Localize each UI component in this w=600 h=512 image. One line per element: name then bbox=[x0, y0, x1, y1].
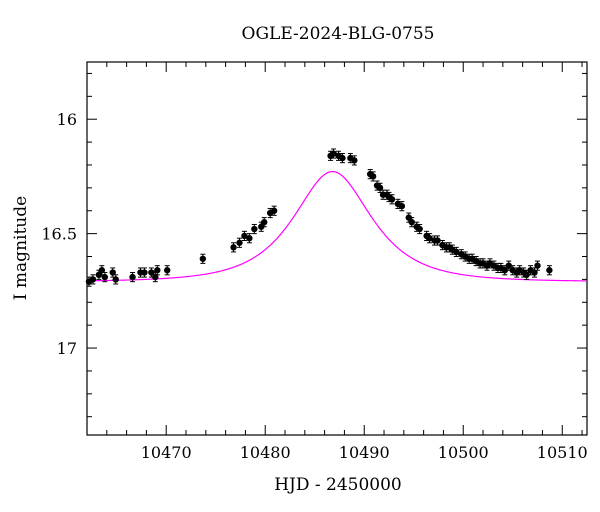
data-point bbox=[523, 271, 530, 279]
data-point bbox=[98, 267, 106, 274]
plot-frame bbox=[86, 61, 588, 436]
data-points-group bbox=[85, 148, 553, 287]
data-point bbox=[534, 262, 541, 269]
data-point bbox=[258, 223, 265, 230]
data-point bbox=[330, 150, 337, 157]
y-tick-label: 16.5 bbox=[41, 225, 77, 244]
x-axis-label: HJD - 2450000 bbox=[274, 475, 402, 495]
data-point bbox=[369, 173, 377, 180]
data-point bbox=[426, 235, 433, 242]
data-point bbox=[236, 239, 243, 246]
x-tick-label: 10510 bbox=[537, 443, 588, 462]
data-point bbox=[405, 214, 412, 221]
data-point bbox=[351, 157, 358, 164]
model-curve bbox=[86, 170, 587, 282]
data-point bbox=[398, 202, 406, 210]
y-tick-label: 17 bbox=[57, 339, 77, 358]
data-point bbox=[453, 248, 460, 256]
data-point bbox=[112, 276, 119, 283]
data-point bbox=[270, 207, 278, 214]
data-point bbox=[230, 244, 237, 251]
tick-marks bbox=[86, 62, 587, 435]
data-point bbox=[531, 269, 538, 276]
data-point bbox=[199, 255, 207, 262]
data-point bbox=[241, 232, 248, 240]
data-point bbox=[261, 218, 268, 226]
model-curve-group bbox=[86, 170, 587, 282]
data-point bbox=[408, 218, 415, 226]
data-point bbox=[109, 269, 116, 276]
data-point bbox=[163, 267, 171, 274]
data-point bbox=[246, 235, 253, 242]
data-point bbox=[251, 225, 258, 233]
data-point bbox=[89, 276, 97, 283]
x-tick-label: 10500 bbox=[438, 443, 489, 462]
x-tick-label: 10470 bbox=[141, 443, 192, 462]
data-point bbox=[148, 269, 155, 276]
data-point bbox=[505, 262, 512, 269]
data-point bbox=[152, 273, 159, 281]
data-point bbox=[141, 269, 148, 276]
data-point bbox=[376, 184, 384, 192]
data-point bbox=[416, 225, 423, 233]
data-point bbox=[129, 273, 136, 281]
data-point bbox=[501, 267, 509, 274]
x-tick-label: 10480 bbox=[240, 443, 291, 462]
data-point bbox=[339, 154, 346, 162]
x-tick-label: 10490 bbox=[339, 443, 390, 462]
data-point bbox=[388, 196, 396, 203]
data-point bbox=[95, 271, 103, 279]
data-point bbox=[154, 267, 161, 274]
data-point bbox=[101, 273, 109, 281]
tick-labels: 10470 10480 10490 10500 10510 16 16.5 17 bbox=[41, 110, 587, 462]
y-tick-label: 16 bbox=[57, 110, 77, 129]
y-axis-label: I magnitude bbox=[11, 196, 31, 300]
chart-title: OGLE-2024-BLG-0755 bbox=[242, 24, 435, 44]
data-point bbox=[434, 237, 441, 244]
data-point bbox=[546, 267, 553, 274]
